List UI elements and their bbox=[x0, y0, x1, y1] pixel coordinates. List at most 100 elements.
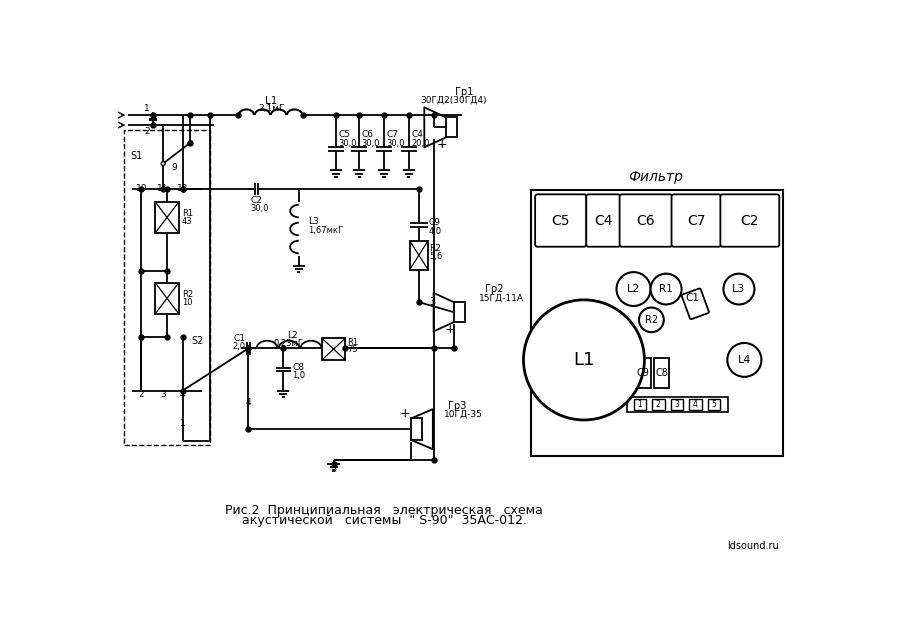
Text: L2: L2 bbox=[287, 331, 298, 340]
Bar bbox=[652, 399, 665, 410]
Bar bbox=[410, 241, 428, 270]
Text: 30,0: 30,0 bbox=[386, 139, 405, 148]
Text: L3: L3 bbox=[732, 284, 746, 294]
Text: L3: L3 bbox=[308, 217, 318, 226]
Text: 2: 2 bbox=[144, 127, 150, 136]
Text: Гр1: Гр1 bbox=[455, 87, 473, 97]
Text: 43: 43 bbox=[181, 217, 192, 226]
Text: R2: R2 bbox=[645, 315, 658, 325]
Bar bbox=[155, 283, 179, 314]
Text: C9: C9 bbox=[429, 218, 441, 227]
Text: R1: R1 bbox=[181, 209, 193, 218]
Text: R1: R1 bbox=[347, 339, 359, 348]
FancyBboxPatch shape bbox=[535, 194, 586, 247]
Text: C4: C4 bbox=[594, 214, 612, 228]
Circle shape bbox=[639, 308, 664, 332]
Text: C5: C5 bbox=[551, 214, 570, 228]
Text: 30ГД2(30ГД4): 30ГД2(30ГД4) bbox=[420, 96, 487, 105]
Bar bbox=[411, 418, 422, 440]
Text: 3: 3 bbox=[429, 297, 435, 307]
Text: 9: 9 bbox=[172, 163, 178, 172]
Text: S1: S1 bbox=[131, 151, 143, 161]
Text: 4,0: 4,0 bbox=[429, 227, 442, 236]
FancyBboxPatch shape bbox=[721, 194, 779, 247]
Bar bbox=[635, 358, 650, 387]
Text: S2: S2 bbox=[192, 336, 204, 346]
Circle shape bbox=[650, 274, 682, 304]
Text: 1,0: 1,0 bbox=[292, 371, 306, 380]
Text: L4: L4 bbox=[738, 355, 751, 365]
Bar bbox=[124, 131, 209, 444]
Bar bbox=[322, 338, 345, 360]
FancyBboxPatch shape bbox=[671, 194, 721, 247]
Text: R2: R2 bbox=[429, 244, 441, 252]
Bar bbox=[708, 399, 721, 410]
Text: L1: L1 bbox=[265, 96, 278, 106]
Text: C5: C5 bbox=[338, 130, 350, 139]
Bar bbox=[531, 191, 783, 456]
Text: Рис.2  Принципиальная   электрическая   схема: Рис.2 Принципиальная электрическая схема bbox=[226, 504, 543, 516]
FancyBboxPatch shape bbox=[682, 289, 709, 319]
Text: 10: 10 bbox=[181, 298, 192, 307]
Text: C1: C1 bbox=[686, 293, 699, 303]
Text: 15ГД-11А: 15ГД-11А bbox=[479, 294, 523, 302]
Text: R1: R1 bbox=[659, 284, 673, 294]
Text: R2: R2 bbox=[181, 290, 193, 299]
Text: 20,0: 20,0 bbox=[411, 139, 429, 148]
Text: 0,23мГ: 0,23мГ bbox=[273, 339, 304, 348]
Text: 4: 4 bbox=[245, 398, 251, 407]
Text: 30,0: 30,0 bbox=[362, 139, 380, 148]
Text: C7: C7 bbox=[687, 214, 705, 228]
Text: ldsound.ru: ldsound.ru bbox=[728, 541, 779, 551]
Text: 75: 75 bbox=[347, 346, 358, 354]
Text: +: + bbox=[437, 138, 447, 151]
Text: 1: 1 bbox=[638, 400, 642, 409]
Text: Фильтр: Фильтр bbox=[628, 171, 683, 184]
Text: 1,67мкГ: 1,67мкГ bbox=[308, 226, 343, 235]
Text: 5: 5 bbox=[712, 400, 716, 409]
Bar bbox=[628, 397, 728, 412]
FancyBboxPatch shape bbox=[586, 194, 621, 247]
Text: 4: 4 bbox=[179, 390, 185, 399]
Text: 5: 5 bbox=[330, 464, 336, 474]
Text: L1: L1 bbox=[574, 351, 594, 369]
Text: 1: 1 bbox=[179, 419, 186, 428]
Text: Гр2: Гр2 bbox=[484, 284, 503, 294]
Bar bbox=[155, 202, 179, 233]
Text: C2: C2 bbox=[741, 214, 759, 228]
Bar bbox=[654, 358, 669, 387]
Bar bbox=[454, 302, 465, 322]
Bar bbox=[671, 399, 683, 410]
FancyBboxPatch shape bbox=[620, 194, 672, 247]
Text: 3: 3 bbox=[161, 390, 166, 399]
Bar bbox=[633, 399, 646, 410]
Text: L2: L2 bbox=[627, 284, 640, 294]
Text: 2,0: 2,0 bbox=[233, 342, 245, 351]
Text: C2: C2 bbox=[251, 196, 262, 205]
Text: C4: C4 bbox=[411, 130, 423, 139]
Text: 30,0: 30,0 bbox=[251, 204, 269, 214]
Bar bbox=[689, 399, 702, 410]
Circle shape bbox=[616, 272, 650, 306]
Text: 12: 12 bbox=[177, 184, 189, 194]
Text: C7: C7 bbox=[386, 130, 399, 139]
Text: 4: 4 bbox=[693, 400, 698, 409]
Circle shape bbox=[723, 274, 754, 304]
Bar bbox=[446, 118, 456, 138]
Text: 3: 3 bbox=[675, 400, 679, 409]
Circle shape bbox=[727, 343, 761, 377]
Circle shape bbox=[523, 300, 644, 420]
Circle shape bbox=[152, 113, 155, 117]
Text: 2: 2 bbox=[139, 390, 144, 399]
Text: +: + bbox=[400, 408, 410, 420]
Text: 5,6: 5,6 bbox=[429, 253, 442, 261]
Text: 2: 2 bbox=[656, 400, 661, 409]
Text: C6: C6 bbox=[637, 214, 655, 228]
Text: C9: C9 bbox=[637, 368, 649, 378]
Circle shape bbox=[189, 141, 192, 144]
Text: 11: 11 bbox=[157, 184, 169, 194]
Circle shape bbox=[152, 123, 155, 127]
Text: C8: C8 bbox=[655, 368, 667, 378]
Text: 1: 1 bbox=[144, 104, 150, 112]
Text: 2,1мГ: 2,1мГ bbox=[258, 104, 285, 113]
